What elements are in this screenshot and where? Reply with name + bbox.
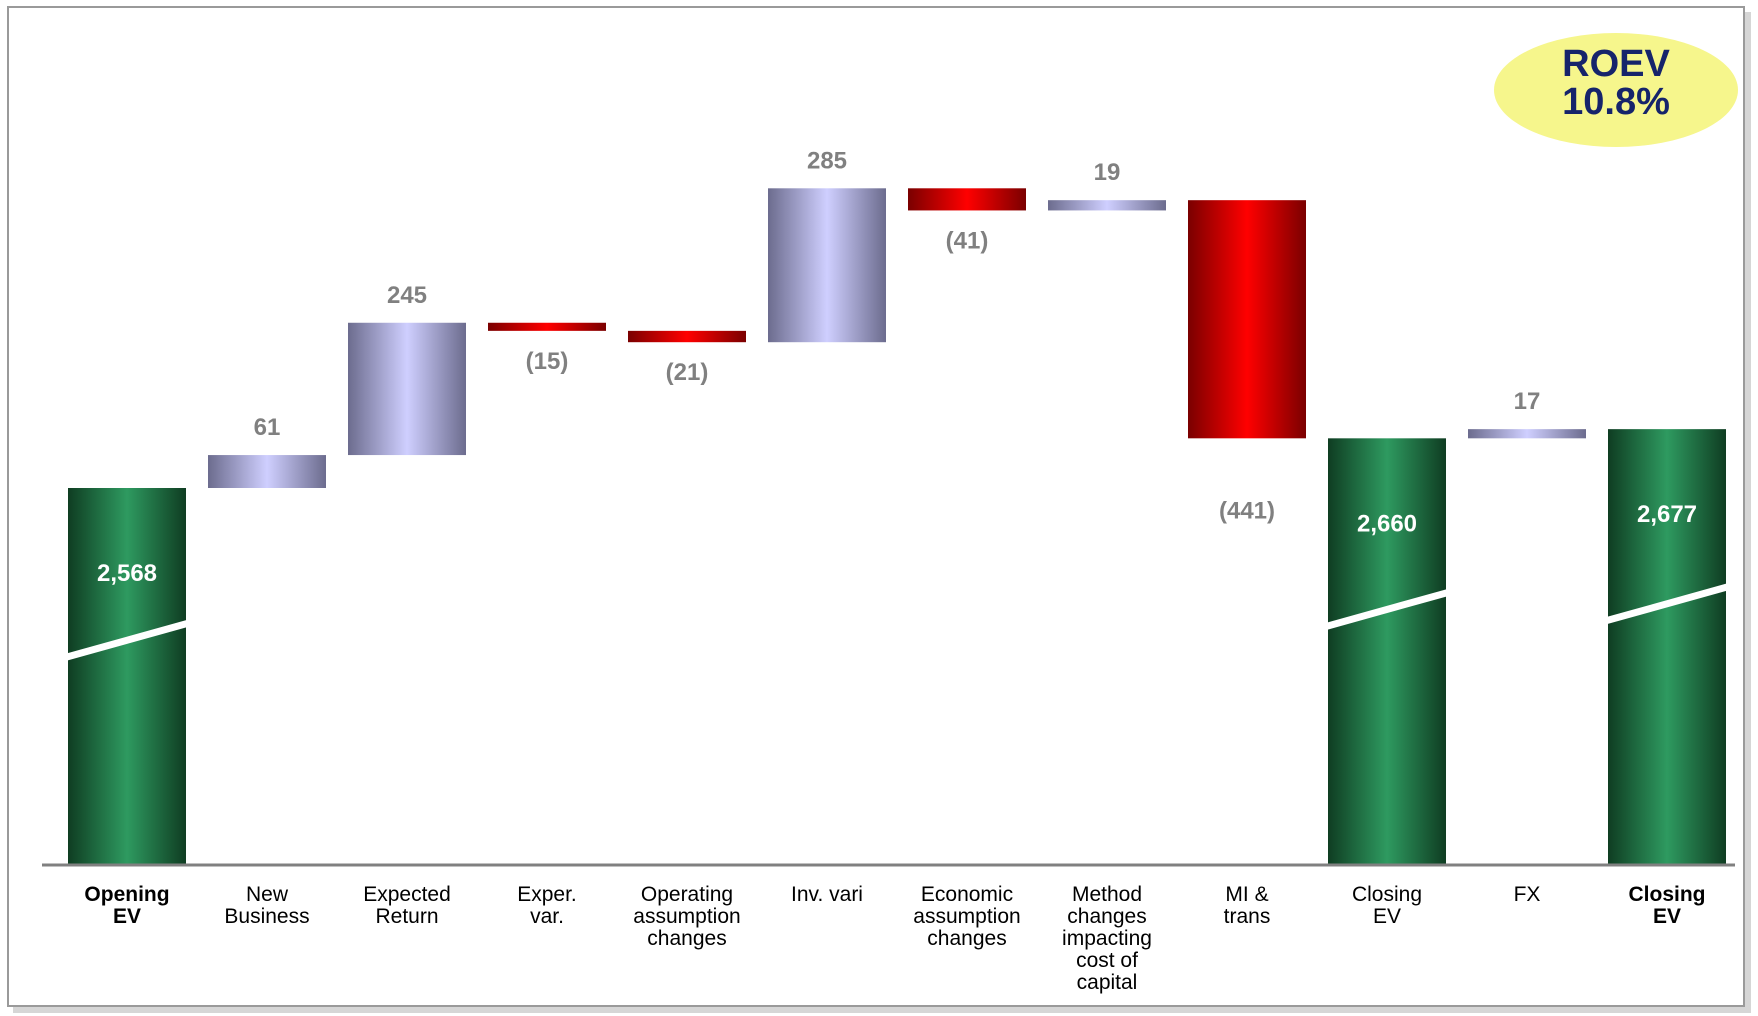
category-label-10-line-1: Closing: [1352, 883, 1422, 906]
chart-frame: [7, 6, 1745, 1007]
category-label-12: Closing EV: [1629, 883, 1706, 928]
roev-badge-title: ROEV: [1562, 43, 1670, 85]
category-label-8-line-1: Method: [1072, 883, 1142, 906]
category-label-8-line-4: cost of: [1076, 949, 1138, 972]
bar-2: [208, 455, 326, 488]
bar-6: [768, 188, 886, 343]
axis-break-mark-1: [65, 619, 189, 661]
value-label-12: 2,677: [1637, 501, 1697, 528]
category-label-2-line-2: Business: [224, 905, 309, 928]
category-label-9-line-2: trans: [1224, 905, 1271, 928]
bar-5: [628, 330, 746, 343]
axis-break-mark-10: [1325, 589, 1449, 630]
value-label-3: 245: [387, 282, 427, 309]
category-label-7-line-2: assumption: [913, 905, 1020, 928]
category-label-9-line-1: MI &: [1225, 883, 1268, 906]
category-label-7: Economic assumption changes: [913, 883, 1020, 950]
category-label-1: Opening EV: [84, 883, 169, 928]
category-label-7-line-1: Economic: [921, 883, 1013, 906]
category-label-10-line-2: EV: [1373, 905, 1401, 928]
category-label-3-line-1: Expected: [363, 883, 451, 906]
category-label-4-line-1: Exper.: [517, 883, 577, 906]
bar-3: [348, 322, 466, 456]
bar-8: [1048, 200, 1166, 211]
value-label-6: 285: [807, 147, 847, 174]
category-label-11-line-1: FX: [1514, 883, 1541, 906]
bar-7: [908, 188, 1026, 211]
category-label-11: FX: [1514, 883, 1541, 906]
category-label-8-line-3: impacting: [1062, 927, 1152, 950]
bar-9: [1188, 200, 1306, 439]
bar-11: [1468, 429, 1586, 439]
category-label-2: New Business: [224, 883, 309, 928]
bar-10: [1328, 438, 1446, 865]
category-label-9: MI & trans: [1224, 883, 1271, 928]
category-label-4: Exper. var.: [517, 883, 577, 928]
value-label-1: 2,568: [97, 560, 157, 587]
category-label-7-line-3: changes: [927, 927, 1006, 950]
category-label-8-line-2: changes: [1067, 905, 1146, 928]
category-label-12-line-1: Closing: [1629, 883, 1706, 906]
category-label-5-line-2: assumption: [633, 905, 740, 928]
category-label-2-line-1: New: [246, 883, 289, 906]
category-label-1-line-2: EV: [113, 905, 141, 928]
bar-1: [68, 488, 186, 865]
category-label-1-line-1: Opening: [84, 883, 169, 906]
value-label-7: (41): [946, 227, 989, 254]
roev-badge: ROEV 10.8%: [1494, 33, 1738, 147]
bars-group: [65, 188, 1729, 865]
roev-badge-ellipse: [1494, 33, 1738, 147]
category-label-3: Expected Return: [363, 883, 451, 928]
value-label-8: 19: [1094, 159, 1121, 186]
category-label-5: Operating assumption changes: [633, 883, 740, 950]
category-label-4-line-2: var.: [530, 905, 564, 928]
value-label-5: (21): [666, 359, 709, 386]
value-label-4: (15): [526, 348, 569, 375]
bar-4: [488, 322, 606, 331]
category-label-5-line-3: changes: [647, 927, 726, 950]
category-label-6-line-1: Inv. vari: [791, 883, 863, 906]
axis-break-mark-12: [1605, 583, 1729, 625]
category-label-8-line-5: capital: [1077, 971, 1138, 994]
category-label-10: Closing EV: [1352, 883, 1422, 928]
value-label-11: 17: [1514, 388, 1541, 415]
value-label-2: 61: [254, 414, 281, 441]
bar-12: [1608, 429, 1726, 865]
category-label-6: Inv. vari: [791, 883, 863, 906]
roev-badge-value: 10.8%: [1562, 81, 1670, 123]
category-label-8: Method changes impacting cost of capital: [1062, 883, 1152, 994]
value-label-10: 2,660: [1357, 510, 1417, 537]
category-label-3-line-2: Return: [375, 905, 438, 928]
value-label-9: (441): [1219, 497, 1275, 524]
category-label-5-line-1: Operating: [641, 883, 733, 906]
category-label-12-line-2: EV: [1653, 905, 1681, 928]
